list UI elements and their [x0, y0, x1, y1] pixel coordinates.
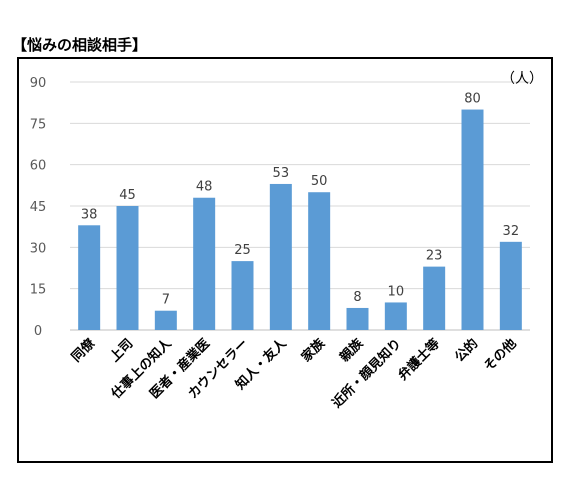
- data-label: 80: [464, 92, 481, 107]
- bar: [461, 109, 484, 330]
- category-label: 弁護士等: [395, 336, 443, 384]
- data-label: 25: [234, 243, 251, 258]
- y-tick-label: 30: [30, 241, 47, 256]
- bar: [346, 307, 369, 330]
- bar: [423, 266, 446, 330]
- bar: [269, 183, 292, 330]
- data-label: 45: [119, 188, 136, 203]
- bar: [78, 225, 101, 330]
- category-label: 上司: [107, 336, 136, 365]
- chart-title: 【悩みの相談相手】: [12, 36, 148, 54]
- bar: [193, 197, 216, 330]
- y-tick-label: 15: [30, 283, 47, 298]
- y-tick-label: 75: [30, 117, 47, 132]
- category-label: 同僚: [68, 335, 98, 365]
- data-label: 23: [426, 249, 443, 264]
- category-label: 近所・顔見知り: [329, 336, 405, 412]
- data-label: 48: [196, 180, 213, 195]
- bar: [116, 206, 139, 330]
- chart-frame: [17, 57, 553, 463]
- bar: [499, 241, 522, 330]
- y-tick-label: 0: [34, 324, 42, 339]
- bar: [154, 310, 177, 330]
- bar: [308, 192, 331, 330]
- data-label: 8: [353, 290, 361, 305]
- category-label: その他: [481, 336, 520, 375]
- data-label: 32: [503, 224, 520, 239]
- y-tick-label: 60: [30, 159, 47, 174]
- category-label: 家族: [298, 335, 328, 365]
- y-tick-label: 45: [30, 200, 47, 215]
- bar: [384, 302, 407, 330]
- data-label: 7: [162, 293, 170, 308]
- data-label: 53: [273, 166, 290, 181]
- unit-label: （人）: [501, 71, 543, 87]
- data-label: 38: [81, 207, 98, 222]
- bar: [231, 261, 254, 330]
- y-tick-label: 90: [30, 76, 47, 91]
- category-label: 公的: [452, 336, 482, 366]
- data-label: 50: [311, 174, 328, 189]
- category-label: 親族: [337, 335, 367, 365]
- data-label: 10: [388, 284, 405, 299]
